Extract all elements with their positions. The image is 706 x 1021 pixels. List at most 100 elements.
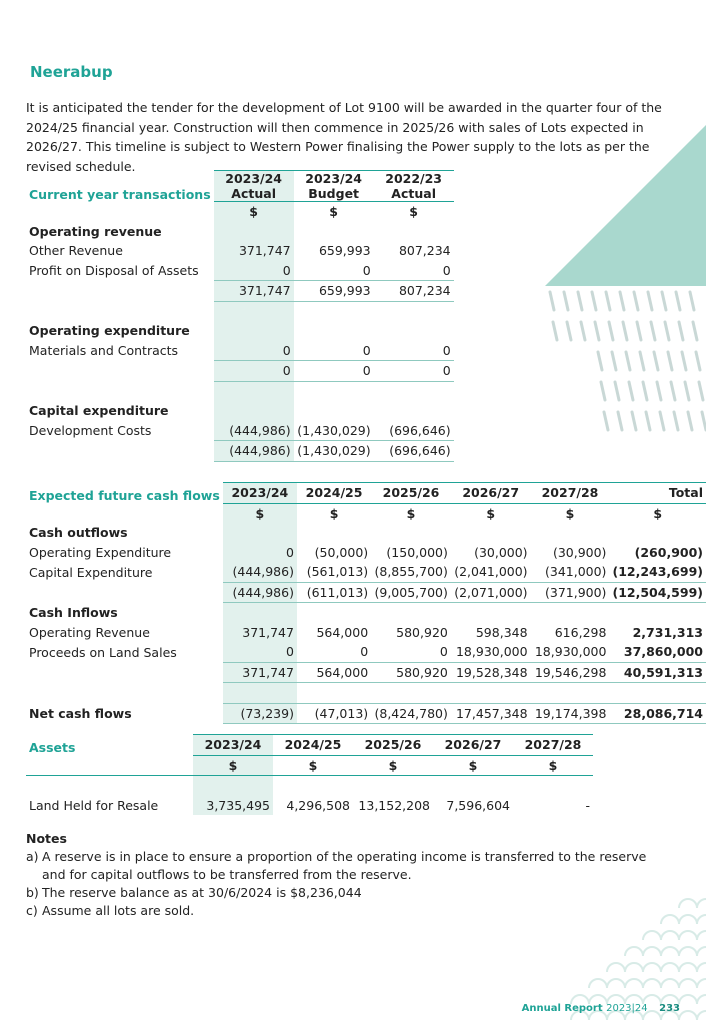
column-header: 2023/24 Budget (293, 170, 374, 202)
stripe (686, 410, 694, 432)
note-text: A reserve is in place to ensure a propor… (42, 849, 647, 882)
column-kind: Actual (231, 186, 276, 201)
scallop (660, 978, 680, 989)
stripes (548, 290, 706, 432)
scallop (696, 898, 706, 909)
scallop (606, 978, 626, 989)
value: 4,296,508 (286, 797, 350, 813)
total: (12,504,599) (609, 581, 706, 603)
stripe (602, 410, 610, 432)
column-year: 2022/23 (385, 171, 443, 186)
row: $ $ $ (26, 201, 454, 222)
unit: $ (406, 505, 416, 521)
stripe (596, 350, 604, 372)
stripe (593, 320, 601, 342)
row-label: Net cash flows (29, 705, 132, 721)
spacer (294, 301, 374, 321)
total: 19,528,348 (450, 661, 531, 683)
scallop (624, 994, 644, 1005)
value: 0 (213, 260, 294, 281)
total: (444,986) (213, 440, 294, 462)
row: Capital Expenditure (444,986) (561,013) (8,… (26, 562, 706, 582)
future-table: Expected future cash flows 2023/24 2024/25… (26, 482, 706, 724)
spacer (294, 401, 374, 421)
stripe (658, 410, 666, 432)
value: 13,152,208 (358, 797, 430, 813)
value: 17,457,348 (450, 702, 531, 724)
spacer (26, 662, 223, 683)
table-label: Expected future cash flows (29, 488, 220, 503)
note: a) A reserve is in place to ensure a prop… (26, 848, 666, 884)
spacer (371, 523, 451, 543)
spacer (222, 523, 297, 543)
column-kind: Budget (308, 186, 360, 201)
value: (30,900) (552, 544, 607, 560)
total: 0 (213, 360, 294, 382)
spacer (353, 776, 433, 796)
row: Net cash flows (73,239) (47,013) (8,424,780… (26, 702, 706, 724)
unit: $ (329, 204, 338, 220)
stripe (621, 320, 629, 342)
spacer (374, 401, 454, 421)
total: 19,546,298 (530, 661, 610, 683)
column-header: 2025/26 (371, 482, 451, 504)
section-heading: Capital expenditure (29, 403, 169, 419)
spacer (26, 776, 193, 796)
value: (2,041,000) (454, 564, 528, 580)
unit: $ (565, 505, 575, 521)
value: (1,430,029) (297, 422, 371, 438)
stripe (624, 350, 632, 372)
scallop (678, 962, 698, 973)
value: 37,860,000 (623, 644, 703, 660)
total: 371,747 (222, 661, 297, 683)
note-text: The reserve balance as at 30/6/2024 is $… (42, 885, 362, 900)
stripe (599, 380, 607, 402)
column-header: 2023/24 Actual (213, 170, 294, 202)
stripe (666, 350, 674, 372)
row-label: Materials and Contracts (29, 343, 179, 358)
spacer (26, 381, 214, 401)
page-number: 233 (659, 1003, 680, 1014)
row (26, 775, 593, 796)
spacer (26, 441, 214, 462)
stripe (680, 350, 688, 372)
spacer (26, 503, 223, 523)
total: 40,591,313 (609, 661, 706, 683)
stripe (613, 380, 621, 402)
scallop (588, 978, 608, 989)
scallop (678, 1010, 698, 1021)
spacer (213, 221, 294, 241)
value: 0 (362, 342, 371, 358)
spacer (374, 321, 454, 341)
scallop (660, 946, 680, 957)
row-label: Profit on Disposal of Assets (29, 263, 199, 278)
stripe (663, 320, 671, 342)
total: (1,430,029) (293, 440, 374, 462)
total: 659,993 (293, 280, 374, 302)
stripe (677, 320, 685, 342)
scallop (642, 978, 662, 989)
current-table: Current year transactions 2023/24 Actual 20… (26, 170, 454, 462)
value: 3,735,495 (193, 795, 273, 815)
value: 580,920 (396, 624, 448, 640)
row: (444,986) (611,013) (9,005,700) (2,071,000)… (26, 581, 706, 603)
stripe (674, 290, 682, 312)
total: 580,920 (371, 661, 451, 683)
value: 2,731,313 (632, 624, 703, 640)
spacer (273, 776, 353, 796)
total: (444,986) (222, 581, 297, 603)
spacer (294, 381, 374, 401)
scallop (642, 930, 662, 941)
note: c) Assume all lots are sold. (26, 902, 666, 920)
stripe (616, 410, 624, 432)
row-label: Capital Expenditure (29, 564, 153, 580)
scallop (660, 930, 680, 941)
total: (9,005,700) (371, 581, 451, 603)
spacer (609, 683, 706, 704)
column-year: 2023/24 (305, 171, 363, 186)
scallop (696, 930, 706, 941)
value: 0 (213, 340, 294, 361)
stripe (652, 350, 660, 372)
total: 0 (293, 360, 374, 382)
spacer (609, 523, 706, 543)
